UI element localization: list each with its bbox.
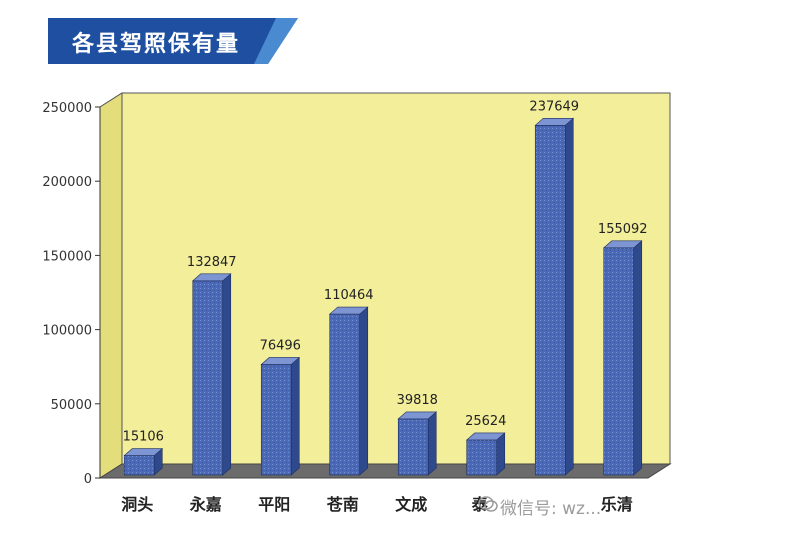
y-tick-label: 200000	[42, 175, 92, 190]
x-tick-label: 平阳	[258, 495, 290, 514]
watermark: 微信号: wz...	[500, 499, 602, 519]
plot-floor	[98, 463, 672, 479]
bar-side	[427, 411, 437, 476]
bar-side	[633, 240, 643, 476]
data-label: 132847	[187, 255, 237, 270]
bar-texture	[535, 125, 566, 475]
title-banner	[48, 18, 298, 64]
bar-top	[602, 240, 643, 249]
data-label: 39818	[397, 393, 438, 408]
bar-top	[260, 357, 301, 365]
bar-top	[123, 448, 164, 456]
data-label: 110464	[324, 288, 374, 303]
x-tick-label: 文成	[395, 495, 427, 514]
x-tick-label: 永嘉	[189, 495, 222, 514]
bar-side	[290, 356, 300, 476]
y-tick-label: 250000	[42, 101, 92, 116]
plot-side-wall	[99, 92, 123, 479]
y-tick-label: 100000	[42, 324, 92, 339]
bar-side	[222, 273, 232, 476]
wechat-icon	[478, 496, 498, 512]
x-tick-label: 苍南	[326, 495, 359, 514]
bar-top	[191, 273, 232, 282]
data-label: 15106	[123, 430, 164, 445]
data-label: 76496	[260, 338, 301, 353]
plot-back-wall	[99, 92, 671, 479]
x-tick-label: 乐清	[601, 495, 633, 514]
data-label: 25624	[465, 414, 506, 429]
y-tick-label: 50000	[51, 398, 92, 413]
bar-top	[397, 411, 438, 420]
bar-texture	[261, 364, 292, 475]
bar-top	[465, 432, 506, 441]
bar-side	[564, 117, 574, 476]
bar-texture	[398, 418, 429, 475]
y-tick-label: 150000	[42, 249, 92, 264]
bar-side	[359, 306, 369, 476]
bar-texture	[329, 314, 360, 475]
chart-title: 各县驾照保有量	[72, 32, 241, 57]
bar-top	[328, 306, 369, 315]
bar-texture	[124, 455, 155, 475]
data-label: 155092	[598, 222, 648, 237]
y-tick-label: 0	[84, 472, 92, 487]
bar-texture	[603, 247, 634, 475]
bar-top	[534, 118, 575, 126]
data-label: 237649	[529, 99, 579, 114]
bar-texture	[466, 439, 497, 475]
bar-texture	[192, 280, 223, 475]
x-tick-label: 洞头	[121, 495, 153, 514]
